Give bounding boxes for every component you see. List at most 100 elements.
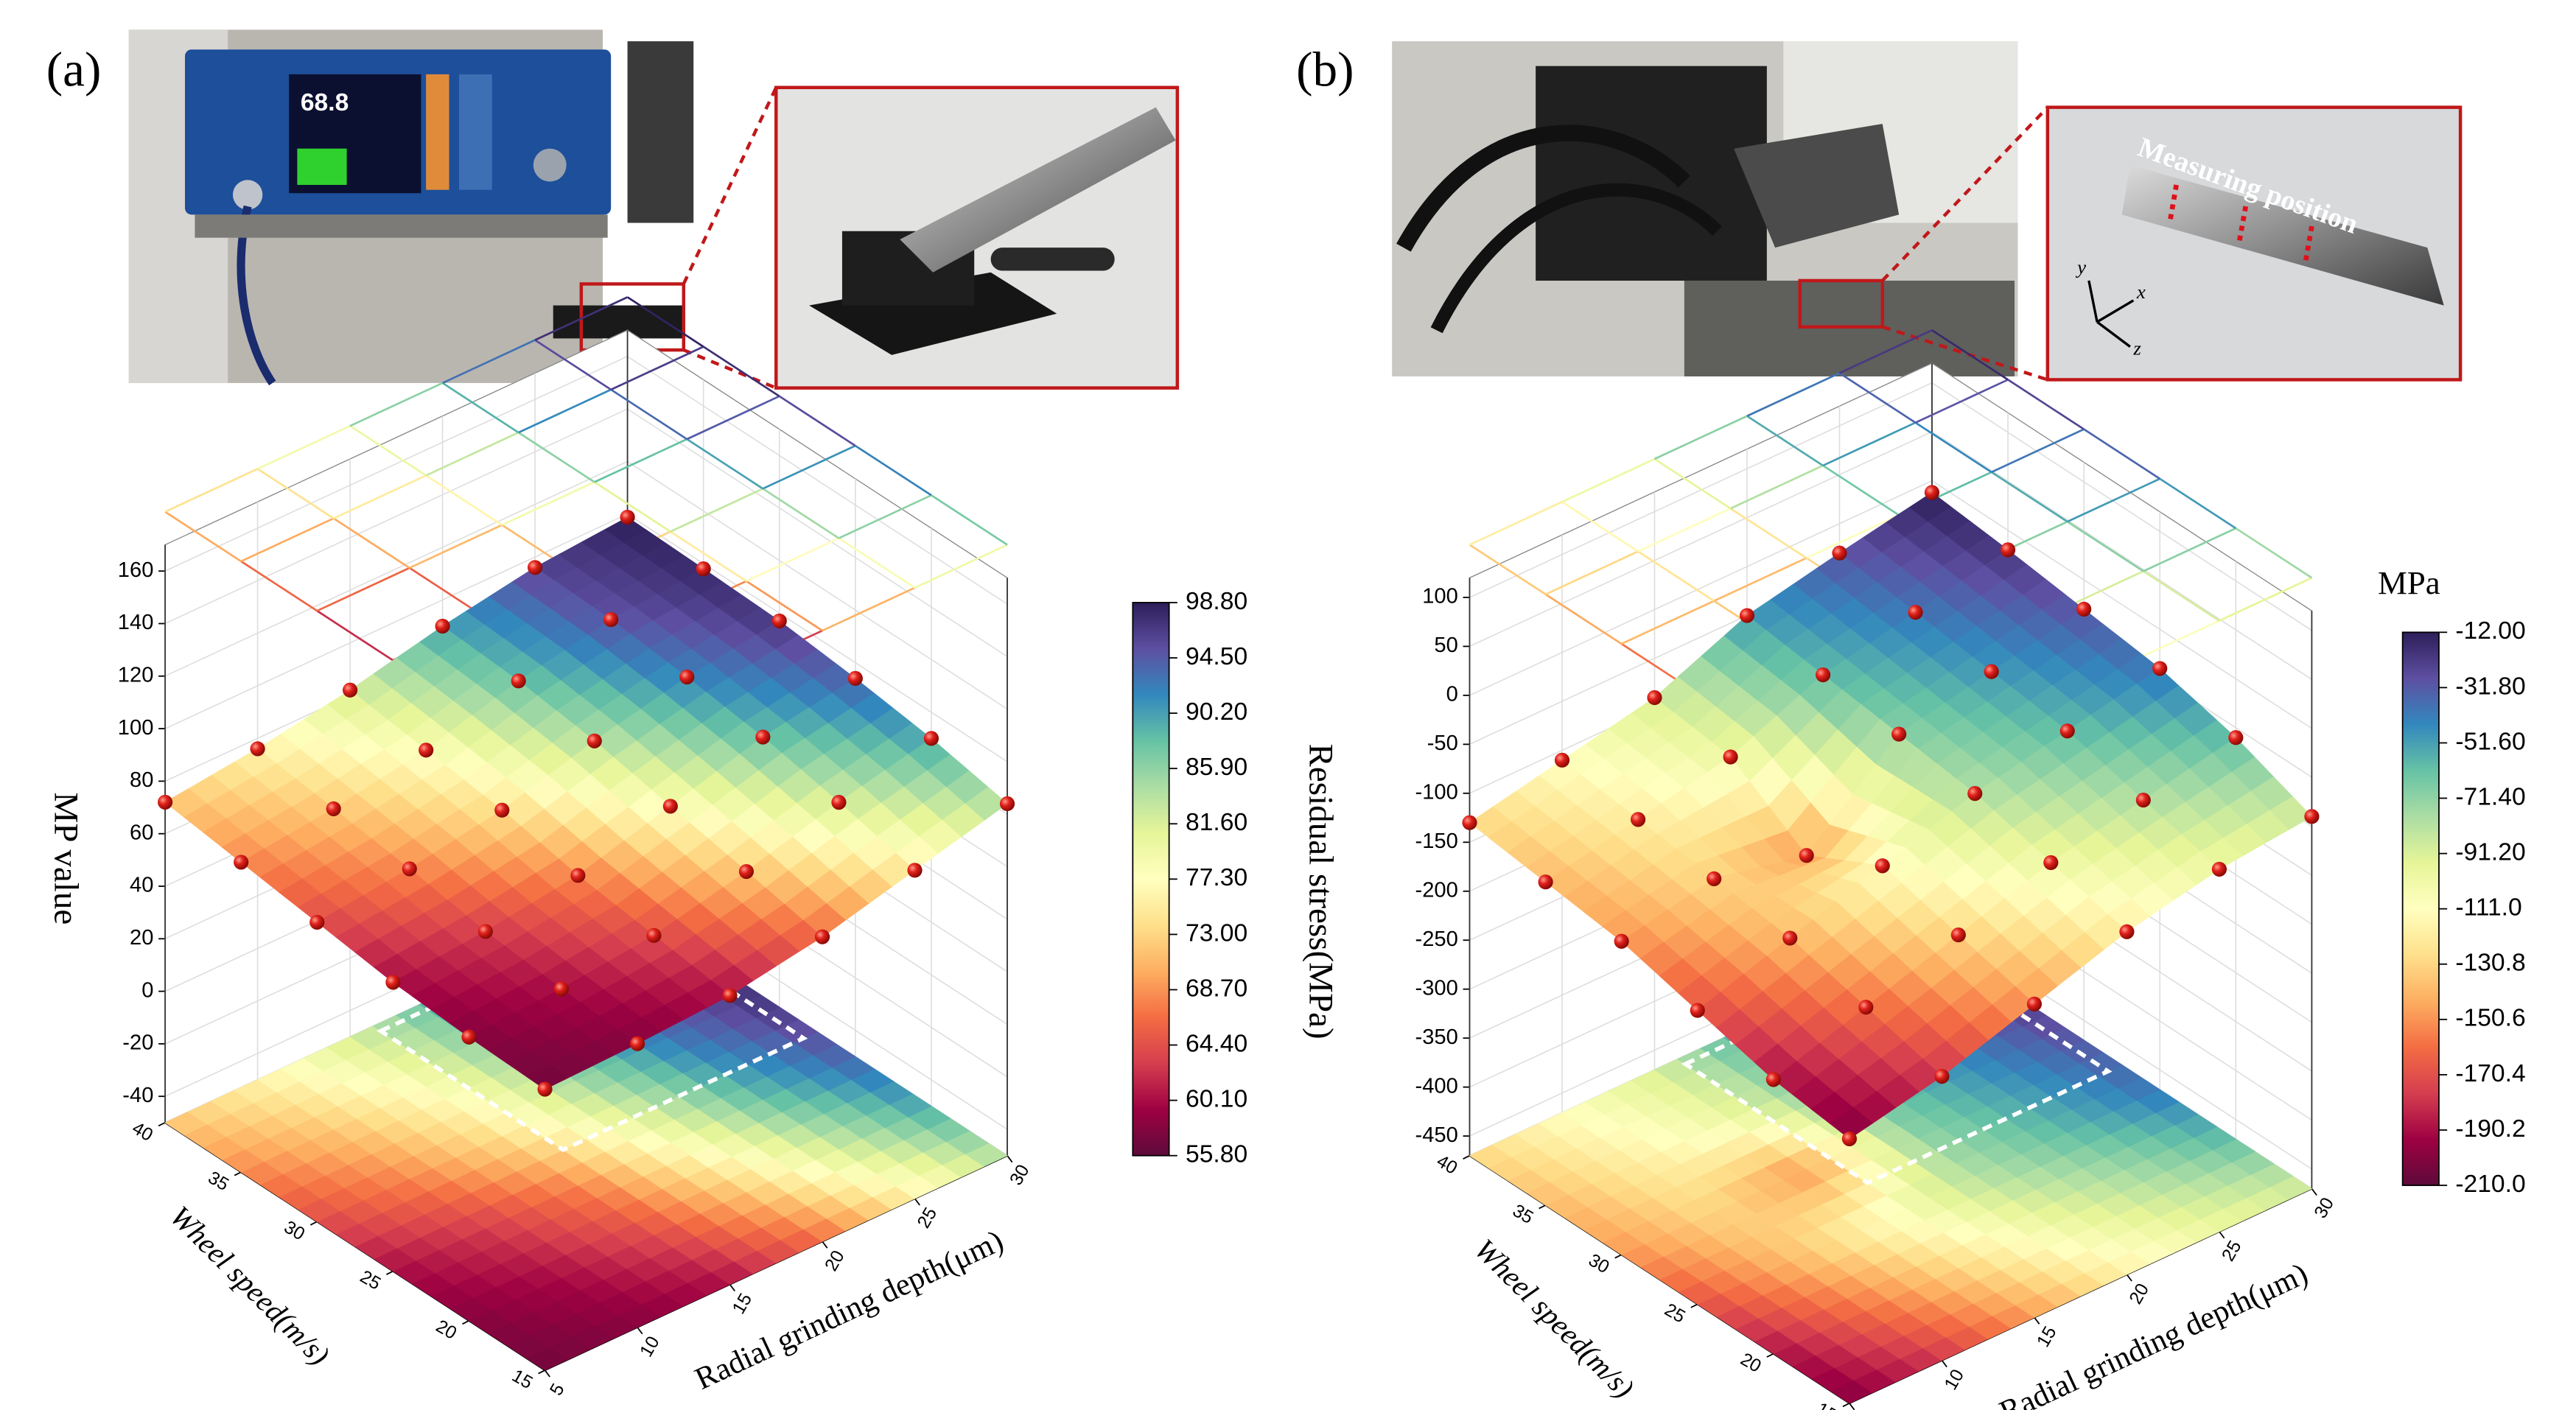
cable <box>1396 124 1690 252</box>
data-point <box>1614 933 1629 949</box>
surface-patch <box>1830 1107 1874 1140</box>
wireframe <box>316 567 410 612</box>
wireframe <box>2007 379 2085 430</box>
colorbar-label: -150.6 <box>2455 1005 2525 1032</box>
data-point <box>1462 815 1477 830</box>
data-point <box>2026 996 2042 1011</box>
data-point <box>477 924 493 939</box>
wireframe <box>702 346 780 397</box>
wireframe <box>855 444 932 497</box>
wireframe <box>1653 457 1732 510</box>
wireframe <box>2143 570 2220 622</box>
probe <box>900 107 1176 273</box>
axis-letter: x <box>2136 281 2146 303</box>
x-tick <box>637 1327 643 1335</box>
wireframe <box>1822 421 1917 467</box>
colorbar-label: 55.80 <box>1186 1141 1247 1168</box>
colorbar-label: 64.40 <box>1186 1030 1247 1057</box>
data-point <box>2304 809 2320 824</box>
data-point <box>2119 924 2135 939</box>
x-tick <box>544 1369 550 1378</box>
z-tick-label: 20 <box>130 926 153 950</box>
y-tick <box>538 1369 545 1375</box>
vise-screw <box>990 248 1115 271</box>
colorbar-label: 98.80 <box>1186 588 1247 615</box>
colorbar-title: MPa <box>2378 564 2440 601</box>
wireframe <box>442 339 536 385</box>
data-point <box>435 618 450 634</box>
wireframe <box>441 382 519 434</box>
data-point <box>2135 793 2151 808</box>
data-point <box>527 560 543 575</box>
figure-body: (a) (b) 68.8 Measuring position <box>46 29 2526 1410</box>
wireframe <box>257 424 351 470</box>
z-tick-label: 140 <box>118 611 154 634</box>
wireframe <box>1469 501 1563 546</box>
wireframe <box>626 296 704 348</box>
wireframe <box>332 517 410 569</box>
wireframe <box>610 346 704 391</box>
colorbar <box>1132 602 1170 1157</box>
wireframe <box>2067 477 2160 523</box>
screen-reading: 68.8 <box>301 89 349 116</box>
colorbar-label: -91.20 <box>2455 838 2525 866</box>
wireframe <box>2083 428 2160 480</box>
y-tick <box>1766 1353 1774 1358</box>
wireframe <box>931 494 1008 546</box>
wireframe <box>1621 600 1715 645</box>
wireframe <box>914 544 1008 589</box>
z-tick-label: -100 <box>1415 781 1458 804</box>
wireframe <box>1544 593 1623 645</box>
data-point <box>385 975 401 990</box>
data-point <box>603 612 619 628</box>
wireframe <box>610 388 687 441</box>
data-point <box>2059 723 2075 739</box>
wireframe <box>1838 329 1933 374</box>
wireframe <box>594 481 671 533</box>
axis-letter: y <box>2075 256 2086 278</box>
wireframe <box>2235 527 2313 579</box>
data-point <box>1739 608 1755 623</box>
wireframe <box>1561 501 1639 553</box>
data-point <box>1891 726 1907 742</box>
data-point <box>814 929 830 944</box>
z-tick-label: 60 <box>130 821 153 844</box>
data-point <box>1841 1131 1858 1146</box>
y-tick <box>1539 1204 1546 1210</box>
y-tick <box>1690 1303 1698 1308</box>
data-point <box>679 669 695 685</box>
wireframe <box>2159 477 2237 530</box>
x-tick <box>2034 1316 2040 1325</box>
colorbar-label: -210.0 <box>2455 1171 2525 1198</box>
x-tick <box>1007 1155 1013 1163</box>
data-point <box>1538 874 1553 890</box>
wireframe <box>762 444 856 490</box>
box <box>627 41 694 223</box>
wireframe <box>316 610 394 662</box>
wireframe <box>2066 521 2144 572</box>
data-point <box>537 1081 553 1097</box>
colorbar-label: 73.00 <box>1186 919 1247 947</box>
z-tick-label: -50 <box>1427 732 1458 755</box>
colorbar-label: -12.00 <box>2455 617 2525 645</box>
wireframe <box>746 537 839 583</box>
wireframe <box>256 468 335 519</box>
data-point <box>1647 690 1662 706</box>
zoom-line <box>682 348 777 390</box>
data-point <box>1782 930 1798 946</box>
data-point <box>2211 861 2227 877</box>
axis-letter: z <box>2132 337 2141 359</box>
data-point <box>419 743 434 758</box>
data-point <box>923 731 939 746</box>
z-tick-label: -450 <box>1415 1123 1458 1147</box>
z-tick-label: -250 <box>1415 927 1458 951</box>
y-tick <box>1842 1403 1850 1408</box>
surface-chart: -450 -400 -350 -300 -250 -200 -150 -100 -50 0 50 10… <box>1302 329 2526 1410</box>
x-tick <box>2126 1274 2132 1282</box>
wireframe <box>240 517 335 563</box>
data-point <box>1690 1003 1705 1018</box>
z-tick-label: 160 <box>118 558 154 582</box>
data-point <box>1832 545 1847 561</box>
z-axis-title: Residual stress(MPa) <box>1302 744 1340 1039</box>
z-tick-label: -150 <box>1415 829 1458 853</box>
